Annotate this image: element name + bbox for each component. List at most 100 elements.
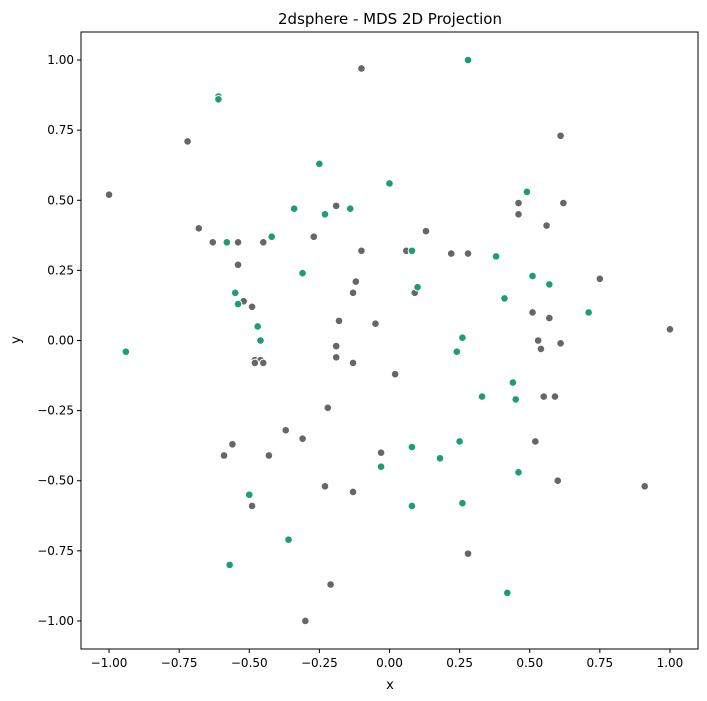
data-point — [559, 198, 568, 208]
x-tick-label: −1.00 — [91, 656, 128, 670]
data-point — [228, 439, 237, 449]
data-point — [250, 358, 260, 368]
data-point — [463, 249, 473, 258]
data-point — [413, 282, 422, 292]
data-point — [545, 280, 554, 289]
data-point — [208, 238, 218, 247]
data-point — [281, 425, 291, 435]
data-point — [435, 453, 445, 463]
data-point — [247, 302, 257, 312]
x-axis-label: x — [386, 678, 394, 693]
data-point — [233, 238, 243, 247]
data-point — [385, 179, 394, 188]
data-point — [491, 252, 501, 261]
data-point — [326, 580, 335, 589]
data-point — [553, 476, 563, 486]
data-point — [376, 462, 386, 472]
data-point — [556, 339, 565, 348]
data-point — [595, 274, 605, 284]
chart-title: 2dsphere - MDS 2D Projection — [278, 10, 502, 28]
x-tick-label: −0.25 — [301, 656, 338, 670]
data-point — [542, 221, 551, 230]
data-point — [253, 322, 262, 331]
data-point — [407, 442, 417, 452]
data-point — [320, 482, 330, 491]
x-tick-label: 1.00 — [657, 656, 684, 670]
data-point — [522, 187, 532, 197]
data-point — [514, 198, 523, 208]
data-point — [511, 395, 521, 404]
data-point — [331, 353, 341, 362]
data-point — [357, 246, 366, 256]
data-point — [121, 347, 131, 357]
data-point — [584, 308, 593, 317]
y-tick-label: −0.75 — [37, 544, 74, 558]
data-point — [320, 209, 330, 219]
data-point — [214, 95, 223, 104]
data-point — [315, 159, 324, 169]
x-tick-label: 0.75 — [586, 656, 613, 670]
data-point — [258, 238, 268, 247]
data-point — [267, 232, 277, 242]
x-tick-label: 0.50 — [516, 656, 543, 670]
y-tick-label: −0.25 — [37, 404, 74, 418]
data-point — [452, 347, 462, 357]
data-point — [528, 308, 537, 317]
data-point — [331, 201, 341, 211]
data-point — [477, 392, 487, 401]
data-point — [528, 271, 537, 281]
data-point — [463, 549, 473, 558]
data-point — [309, 232, 319, 242]
data-point — [256, 336, 265, 345]
x-tick-label: 0.25 — [446, 656, 473, 670]
data-point — [225, 560, 234, 570]
data-point — [500, 294, 509, 303]
y-axis-label: y — [9, 336, 24, 344]
y-tick-label: −0.50 — [37, 474, 74, 488]
data-point — [323, 403, 333, 413]
data-point — [284, 535, 293, 544]
data-point — [508, 378, 518, 387]
y-tick-label: 0.75 — [47, 123, 74, 137]
y-tick-label: 0.00 — [47, 334, 74, 348]
data-point — [298, 268, 307, 278]
data-point — [463, 55, 473, 65]
data-point — [556, 131, 565, 141]
data-point — [545, 313, 554, 323]
data-point — [230, 288, 240, 298]
data-point — [331, 341, 341, 351]
data-point — [348, 487, 358, 497]
y-tick-label: 0.50 — [47, 193, 74, 207]
data-point — [665, 324, 675, 334]
plot-frame — [80, 31, 699, 650]
data-point — [351, 277, 361, 286]
data-point — [357, 64, 366, 73]
data-point — [222, 238, 232, 247]
data-point — [289, 204, 299, 213]
data-point — [514, 468, 523, 477]
data-point — [407, 246, 417, 256]
data-point — [183, 137, 192, 146]
data-point — [104, 190, 114, 199]
points-layer — [104, 55, 675, 626]
y-tick-label: 0.25 — [47, 263, 74, 277]
data-point — [531, 437, 540, 446]
data-point — [390, 369, 400, 379]
data-point — [298, 434, 307, 443]
x-tick-label: −0.75 — [161, 656, 198, 670]
data-point — [264, 451, 274, 460]
data-point — [455, 437, 464, 446]
data-point — [376, 448, 386, 457]
data-point — [640, 482, 650, 491]
y-tick-label: −1.00 — [37, 614, 74, 628]
data-point — [421, 226, 431, 236]
data-point — [446, 249, 456, 258]
data-point — [539, 392, 549, 401]
y-ticks: −1.00 −0.75 −0.50 −0.25 0.00 0.25 0.50 0.75 1.00 — [37, 53, 81, 628]
data-point — [194, 224, 204, 233]
x-tick-label: 0.00 — [376, 656, 403, 670]
data-point — [502, 588, 512, 598]
data-point — [301, 616, 310, 626]
